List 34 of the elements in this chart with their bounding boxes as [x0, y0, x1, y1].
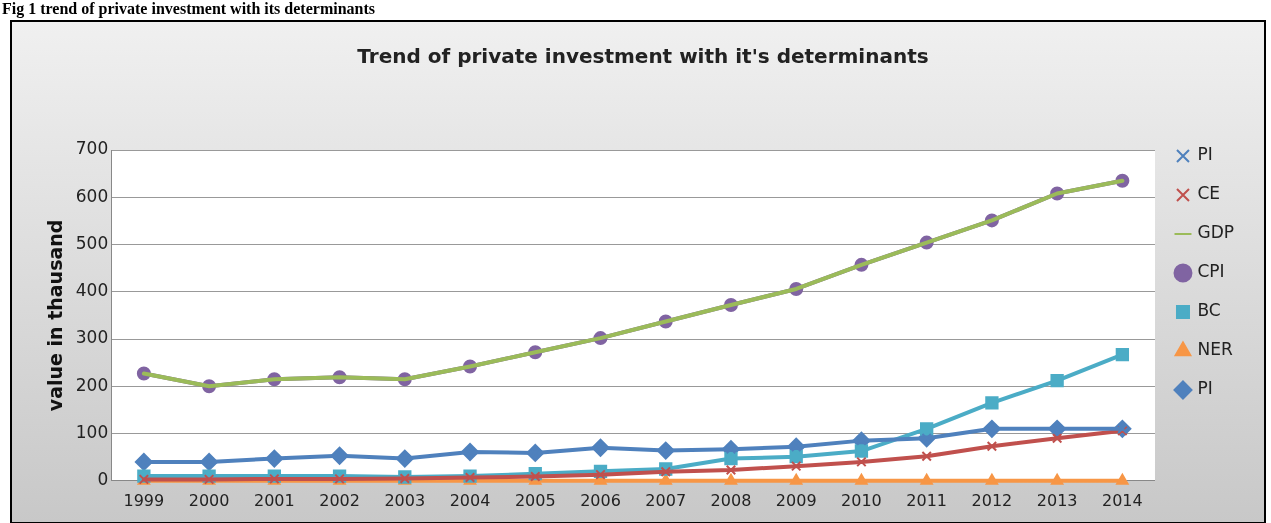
y-tick-label: 400: [75, 280, 109, 301]
x-tick-label: 2012: [971, 490, 1013, 510]
x-tick-label: 2007: [645, 490, 687, 510]
y-tick-label: 700: [75, 138, 109, 159]
legend-label: CPI: [1197, 261, 1225, 282]
x-tick-label: 2008: [710, 490, 752, 510]
x-tick-label: 1999: [123, 490, 165, 510]
legend-label: PI: [1197, 144, 1213, 165]
y-tick-label: 500: [75, 232, 109, 253]
x-tick-label: 2002: [319, 490, 360, 510]
y-tick-label: 0: [97, 469, 109, 490]
x-tick-label: 2000: [188, 490, 230, 510]
y-tick-label: 200: [75, 374, 109, 395]
x-tick-label: 2010: [841, 490, 882, 510]
x-tick-label: 2001: [253, 490, 295, 510]
legend-label: NER: [1197, 339, 1233, 360]
x-tick-label: 2004: [449, 490, 491, 510]
y-tick-label: 100: [75, 421, 109, 442]
legend-label: GDP: [1197, 222, 1234, 243]
legend-label: CE: [1197, 183, 1221, 204]
x-tick-label: 2014: [1102, 490, 1143, 510]
x-tick-label: 2003: [384, 490, 426, 510]
y-axis-title: value in thausand: [44, 219, 67, 412]
x-tick-label: 2013: [1036, 490, 1078, 510]
legend-label: BC: [1197, 300, 1221, 321]
x-tick-label: 2006: [580, 490, 621, 510]
y-tick-label: 600: [75, 185, 109, 206]
x-tick-label: 2009: [775, 490, 817, 510]
caption: Fig 1 trend of private investment with its determinants: [2, 0, 375, 18]
x-tick-label: 2011: [906, 490, 948, 510]
legend-label: PI: [1197, 378, 1213, 399]
x-tick-label: 2005: [514, 490, 556, 510]
y-tick-label: 300: [75, 327, 109, 348]
chart-title: Trend of private investment with it's determinants: [357, 44, 929, 69]
